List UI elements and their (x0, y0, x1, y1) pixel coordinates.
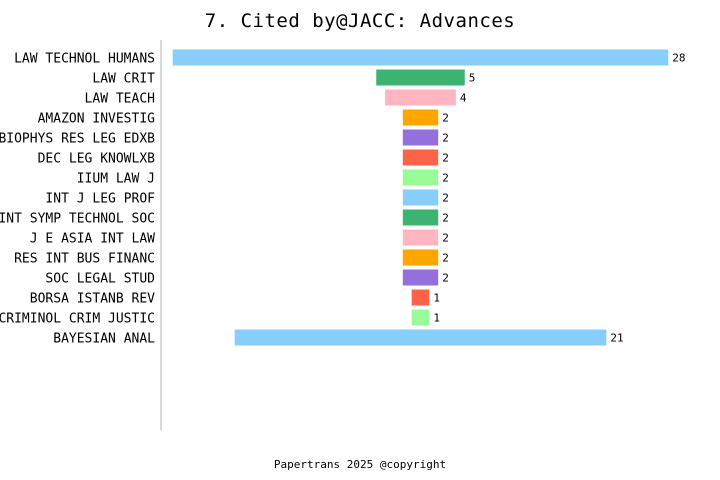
bar (402, 229, 439, 246)
category-label: SOC LEGAL STUD (45, 272, 155, 287)
category-label: LAW TEACH (85, 92, 155, 107)
category-label: J E ASIA INT LAW (30, 232, 155, 247)
bar (411, 289, 430, 306)
bar (402, 149, 439, 166)
data-label: 5 (469, 72, 476, 85)
bar (402, 209, 439, 226)
category-label: BORSA ISTANB REV (30, 292, 155, 307)
data-label: 21 (610, 332, 623, 345)
data-label: 2 (442, 112, 449, 125)
data-label: 2 (442, 272, 449, 285)
data-label: 2 (442, 212, 449, 225)
data-label: 1 (433, 312, 440, 325)
category-label: IIUM LAW J (77, 172, 155, 187)
bar (385, 89, 456, 106)
bar (402, 249, 439, 266)
bar (402, 109, 439, 126)
category-label: INT SYMP TECHNOL SOC (0, 212, 155, 227)
chart-title: 7. Cited by@JACC: Advances (204, 10, 516, 32)
copyright-footer: Papertrans 2025 @copyright (273, 458, 447, 471)
data-label: 2 (442, 152, 449, 165)
bar (376, 69, 465, 86)
data-label: 1 (433, 292, 440, 305)
category-label: BIOPHYS RES LEG EDXB (0, 132, 155, 147)
data-label: 2 (442, 192, 449, 205)
bar (172, 49, 669, 66)
data-label: 2 (442, 172, 449, 185)
category-label: INT J LEG PROF (45, 192, 155, 207)
data-label: 4 (460, 92, 467, 105)
bar (402, 269, 439, 286)
category-label: CRIMINOL CRIM JUSTIC (0, 312, 155, 327)
bar (411, 309, 430, 326)
bars-layer: LAW TECHNOL HUMANS 28 LAW CRIT 5 LAW TEACH 4 A… (0, 49, 686, 347)
category-label: RES INT BUS FINANC (14, 252, 155, 267)
bar (402, 129, 439, 146)
data-label: 2 (442, 252, 449, 265)
bar (234, 329, 607, 346)
category-label: DEC LEG KNOWLXB (38, 152, 156, 167)
bar (402, 189, 439, 206)
category-label: LAW CRIT (92, 72, 155, 87)
data-label: 28 (672, 52, 685, 65)
category-label: LAW TECHNOL HUMANS (14, 52, 155, 67)
bar (402, 169, 439, 186)
data-label: 2 (442, 132, 449, 145)
category-label: AMAZON INVESTIG (38, 112, 156, 127)
data-label: 2 (442, 232, 449, 245)
category-label: BAYESIAN ANAL (53, 332, 155, 347)
